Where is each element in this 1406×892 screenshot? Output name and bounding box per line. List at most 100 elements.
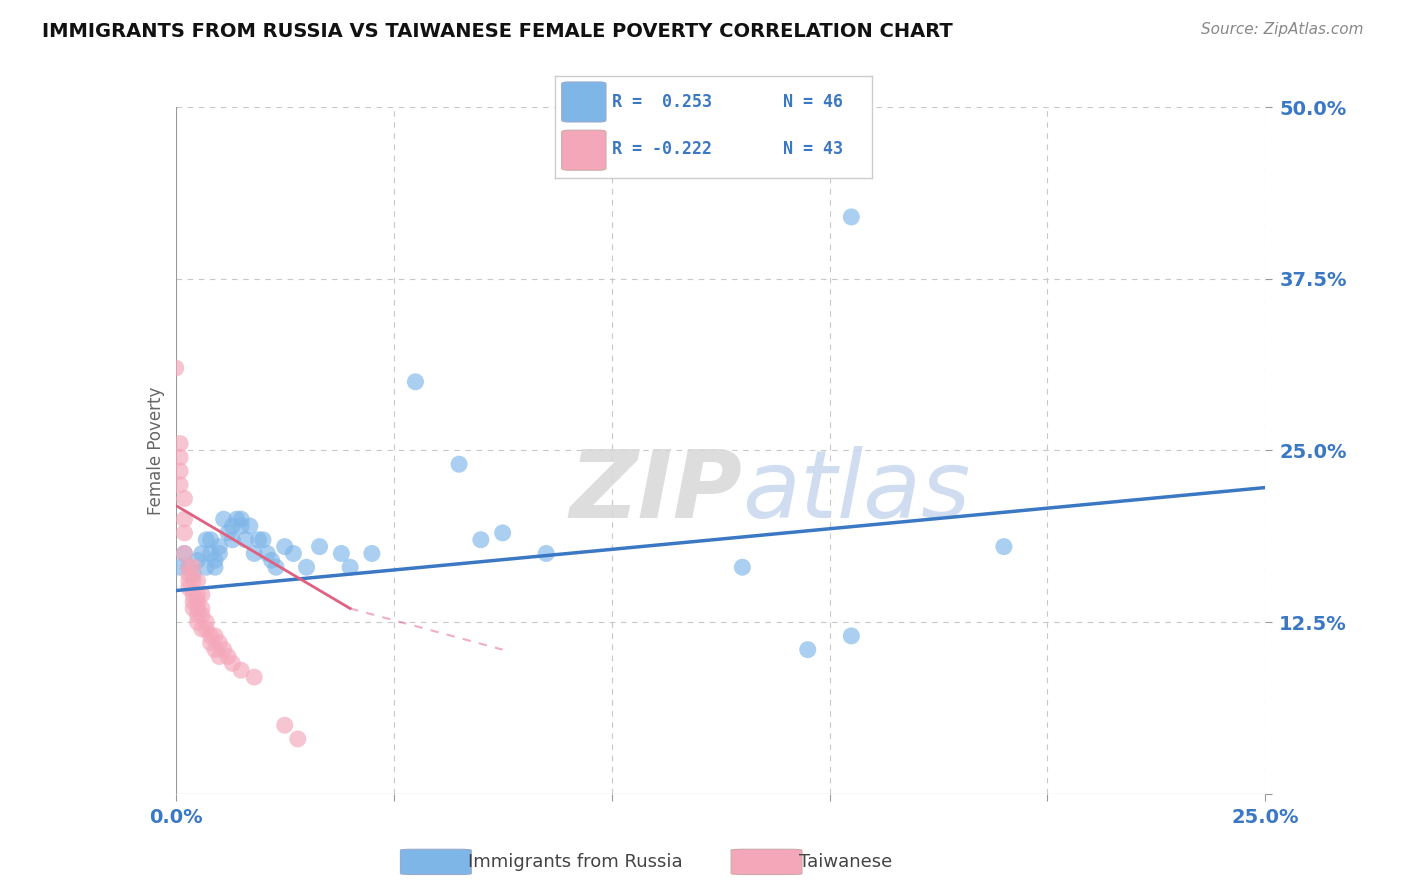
Point <box>231 519 253 533</box>
Point <box>169 450 191 465</box>
Point <box>181 588 204 602</box>
Point <box>235 533 257 547</box>
Point <box>287 731 309 746</box>
Point <box>212 512 235 526</box>
Point <box>208 546 231 561</box>
Point <box>204 629 226 643</box>
Text: N = 46: N = 46 <box>783 93 844 111</box>
Point <box>204 560 226 574</box>
Point <box>217 649 239 664</box>
Point <box>339 560 361 574</box>
Point <box>208 636 231 650</box>
Point <box>447 457 470 471</box>
Point <box>247 533 270 547</box>
Point <box>208 540 231 554</box>
Point <box>841 210 863 224</box>
Text: Immigrants from Russia: Immigrants from Russia <box>468 853 682 871</box>
Point <box>181 601 204 615</box>
Text: atlas: atlas <box>742 446 970 537</box>
Point <box>308 540 330 554</box>
Point <box>260 553 283 567</box>
Point <box>177 581 200 595</box>
Point <box>204 642 226 657</box>
FancyBboxPatch shape <box>562 82 606 122</box>
Point <box>492 525 515 540</box>
Point <box>195 533 218 547</box>
Point <box>191 608 214 623</box>
FancyBboxPatch shape <box>731 849 801 874</box>
Point <box>173 546 195 561</box>
Text: R = -0.222: R = -0.222 <box>613 140 713 158</box>
Point <box>173 546 195 561</box>
Point <box>405 375 427 389</box>
Point <box>195 615 218 630</box>
Point <box>169 478 191 492</box>
Point <box>221 657 243 671</box>
Point <box>274 540 297 554</box>
Point <box>217 525 239 540</box>
Point <box>200 636 222 650</box>
Point <box>173 512 195 526</box>
Point <box>221 519 243 533</box>
Point <box>225 512 247 526</box>
Point <box>191 601 214 615</box>
Point <box>231 512 253 526</box>
Point <box>208 649 231 664</box>
Point <box>841 629 863 643</box>
Point <box>243 546 266 561</box>
Point <box>181 574 204 588</box>
Text: R =  0.253: R = 0.253 <box>613 93 713 111</box>
Text: Taiwanese: Taiwanese <box>799 853 891 871</box>
Point <box>330 546 353 561</box>
Point <box>181 594 204 608</box>
Point <box>186 608 209 623</box>
Text: N = 43: N = 43 <box>783 140 844 158</box>
Text: IMMIGRANTS FROM RUSSIA VS TAIWANESE FEMALE POVERTY CORRELATION CHART: IMMIGRANTS FROM RUSSIA VS TAIWANESE FEMA… <box>42 22 953 41</box>
Point <box>212 642 235 657</box>
Point <box>169 436 191 450</box>
Point <box>295 560 318 574</box>
Point <box>169 464 191 478</box>
Point <box>993 540 1015 554</box>
Point <box>173 525 195 540</box>
Point <box>195 560 218 574</box>
Point <box>195 622 218 636</box>
Point <box>470 533 492 547</box>
Point <box>177 560 200 574</box>
Point <box>186 553 209 567</box>
Point <box>177 567 200 582</box>
Point <box>186 574 209 588</box>
Point <box>186 601 209 615</box>
Point <box>221 533 243 547</box>
Point <box>186 615 209 630</box>
Point <box>165 361 187 376</box>
Point <box>200 533 222 547</box>
Point <box>243 670 266 684</box>
Point <box>173 491 195 506</box>
Point <box>274 718 297 732</box>
Point <box>252 533 274 547</box>
Point <box>186 594 209 608</box>
Point <box>186 588 209 602</box>
Point <box>231 663 253 677</box>
Point <box>200 546 222 561</box>
Point <box>181 567 204 582</box>
Point <box>181 560 204 574</box>
Point <box>239 519 262 533</box>
FancyBboxPatch shape <box>401 849 471 874</box>
Point <box>283 546 305 561</box>
Point <box>200 629 222 643</box>
Point <box>169 560 191 574</box>
Point <box>177 560 200 574</box>
Y-axis label: Female Poverty: Female Poverty <box>146 386 165 515</box>
Point <box>204 553 226 567</box>
Point <box>796 642 818 657</box>
Point <box>264 560 287 574</box>
Text: ZIP: ZIP <box>569 446 742 538</box>
FancyBboxPatch shape <box>562 130 606 170</box>
Point <box>191 622 214 636</box>
Point <box>534 546 557 561</box>
Point <box>191 546 214 561</box>
Point <box>191 588 214 602</box>
Text: Source: ZipAtlas.com: Source: ZipAtlas.com <box>1201 22 1364 37</box>
